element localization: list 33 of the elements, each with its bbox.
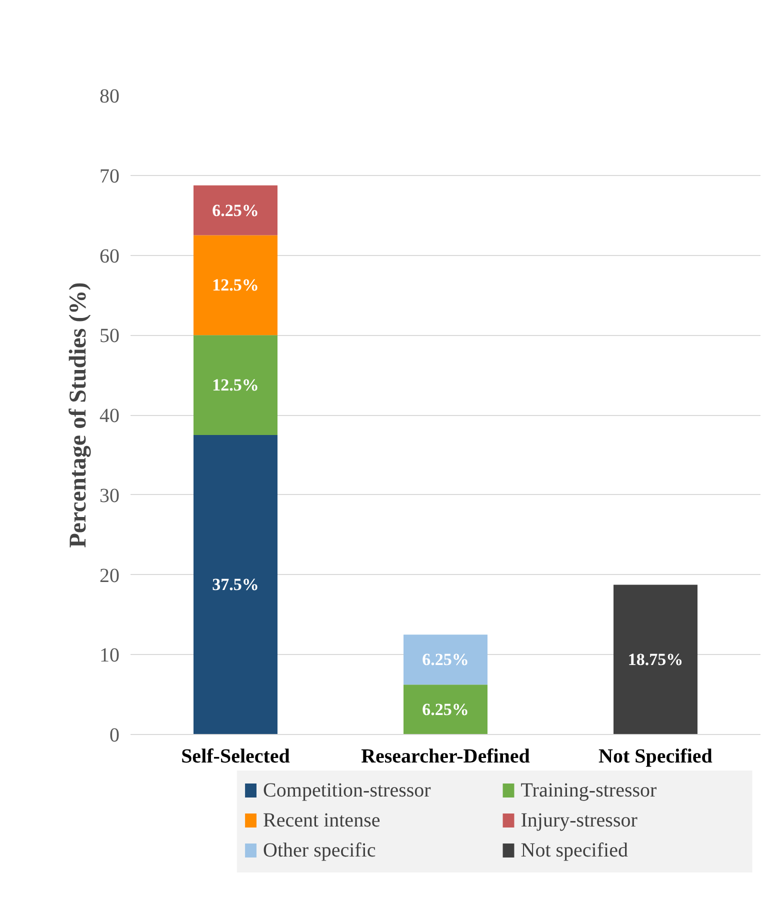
data-label: 12.5% <box>212 376 259 395</box>
bar <box>194 185 278 236</box>
data-label: 6.25% <box>422 650 469 670</box>
bar <box>404 634 488 685</box>
bar <box>194 335 278 435</box>
y-tick-label: 30 <box>100 484 120 507</box>
y-tick-label: 20 <box>100 564 120 587</box>
bar <box>194 235 278 336</box>
legend-label: Not specified <box>520 840 628 862</box>
legend-label: Competition-stressor <box>263 780 432 802</box>
legend-label: Other specific <box>263 840 376 862</box>
y-tick-label: 60 <box>100 245 120 268</box>
y-tick-label: 40 <box>100 405 120 427</box>
data-label: 18.75% <box>628 650 684 670</box>
legend-label: Injury-stressor <box>520 810 638 832</box>
data-label: 6.25% <box>212 200 259 220</box>
bar <box>614 584 698 734</box>
x-tick-label: Self-Selected <box>181 746 290 768</box>
legend-label: Training-stressor <box>520 780 658 802</box>
x-tick-label: Researcher-Defined <box>361 746 530 768</box>
data-label: 12.5% <box>212 276 259 295</box>
bar <box>194 434 278 734</box>
y-tick-label: 80 <box>100 86 120 108</box>
y-tick-label: 70 <box>100 165 120 188</box>
y-tick-label: 50 <box>100 325 120 348</box>
y-axis-title: Percentage of Studies (%) <box>66 282 92 548</box>
legend-label: Recent intense <box>263 810 380 832</box>
data-label: 37.5% <box>212 575 259 594</box>
y-tick-label: 10 <box>100 644 120 667</box>
data-label: 6.25% <box>422 700 469 720</box>
x-tick-label: Not Specified <box>598 746 712 768</box>
bar <box>404 684 488 734</box>
y-tick-label: 0 <box>110 724 120 746</box>
